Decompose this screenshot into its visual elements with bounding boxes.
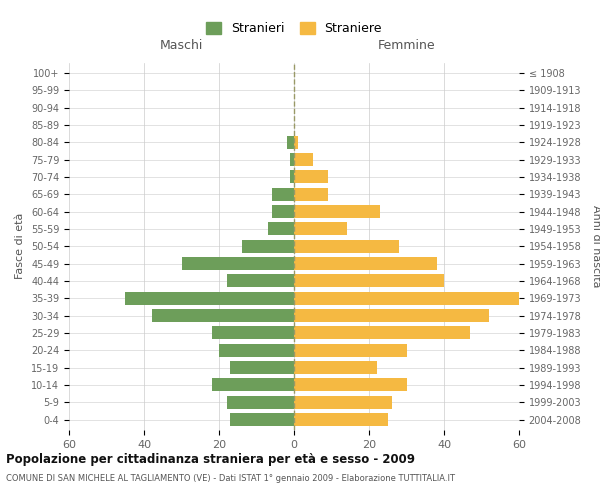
Bar [294, 188, 328, 200]
Bar [294, 378, 407, 392]
Bar [294, 361, 377, 374]
Bar [290, 170, 294, 183]
Bar [241, 240, 294, 253]
Bar [294, 205, 380, 218]
Bar [125, 292, 294, 305]
Bar [212, 326, 294, 340]
Bar [294, 240, 399, 253]
Bar [294, 309, 489, 322]
Bar [287, 136, 294, 148]
Text: Femmine: Femmine [377, 39, 436, 52]
Bar [294, 170, 328, 183]
Text: Popolazione per cittadinanza straniera per età e sesso - 2009: Popolazione per cittadinanza straniera p… [6, 452, 415, 466]
Bar [294, 413, 388, 426]
Bar [290, 153, 294, 166]
Y-axis label: Anni di nascita: Anni di nascita [591, 205, 600, 288]
Bar [227, 396, 294, 409]
Bar [219, 344, 294, 357]
Bar [294, 257, 437, 270]
Bar [182, 257, 294, 270]
Bar [294, 292, 519, 305]
Bar [151, 309, 294, 322]
Bar [230, 413, 294, 426]
Bar [294, 396, 392, 409]
Bar [294, 153, 313, 166]
Bar [294, 344, 407, 357]
Bar [294, 136, 298, 148]
Bar [212, 378, 294, 392]
Bar [294, 274, 444, 287]
Bar [230, 361, 294, 374]
Text: Maschi: Maschi [160, 39, 203, 52]
Bar [268, 222, 294, 235]
Bar [227, 274, 294, 287]
Legend: Stranieri, Straniere: Stranieri, Straniere [201, 18, 387, 40]
Y-axis label: Fasce di età: Fasce di età [16, 213, 25, 280]
Bar [271, 205, 294, 218]
Text: COMUNE DI SAN MICHELE AL TAGLIAMENTO (VE) - Dati ISTAT 1° gennaio 2009 - Elabora: COMUNE DI SAN MICHELE AL TAGLIAMENTO (VE… [6, 474, 455, 483]
Bar [271, 188, 294, 200]
Bar [294, 222, 347, 235]
Bar [294, 326, 470, 340]
